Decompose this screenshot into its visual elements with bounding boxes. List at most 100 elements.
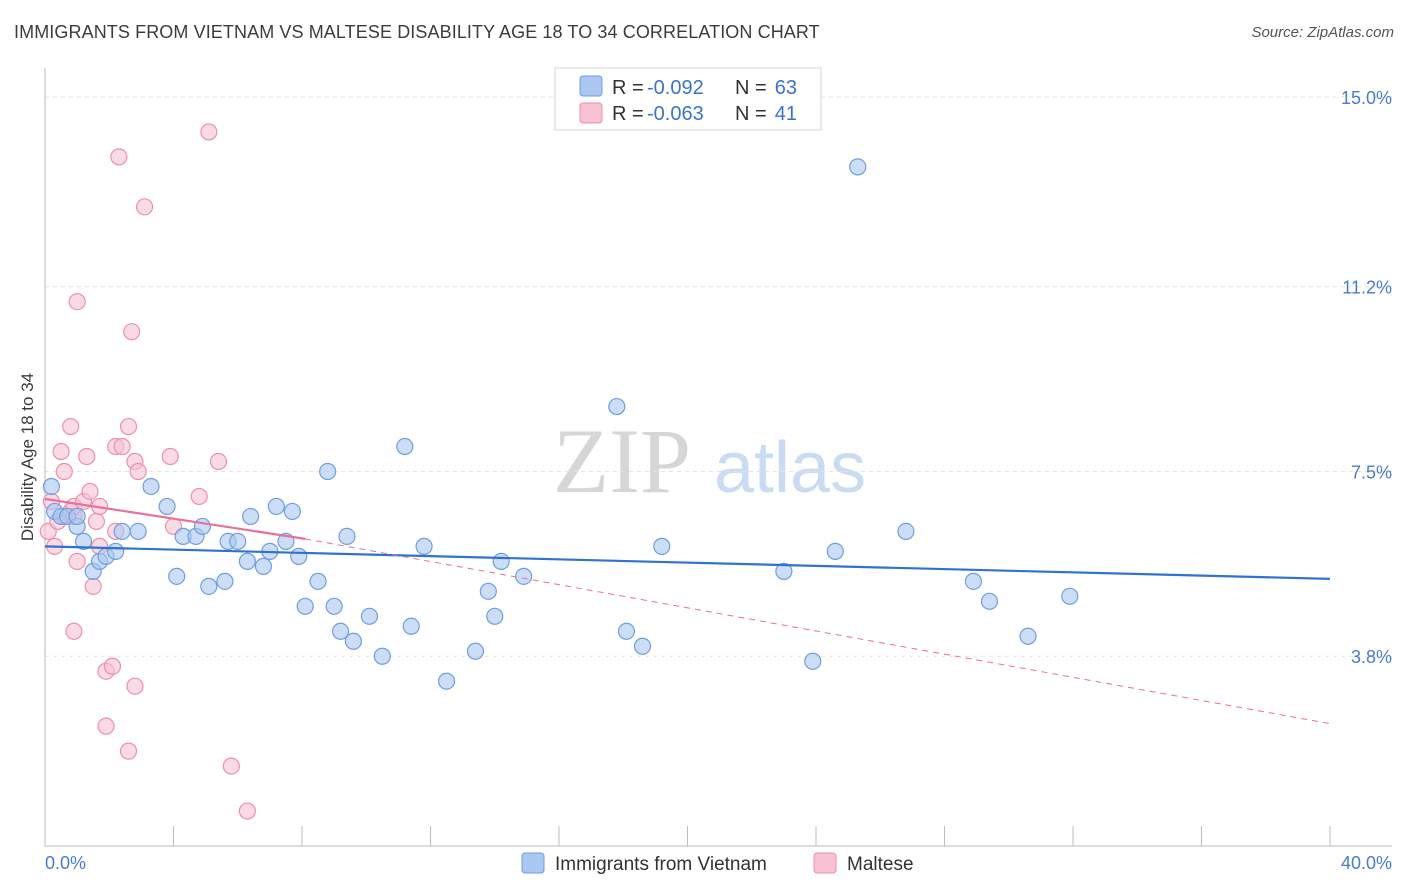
y-tick-label: 11.2% [1342, 278, 1392, 298]
vietnam-point [238, 552, 256, 570]
x-tick-label-min: 0.0% [45, 853, 86, 873]
vietnam-point [290, 547, 308, 565]
trend-line-maltese-dashed [305, 538, 1331, 725]
maltese-point [68, 552, 86, 570]
maltese-point [81, 482, 99, 501]
maltese-point [135, 198, 154, 216]
stats-legend: R = -0.092 N = 63 R = -0.063 N = 41 [554, 67, 822, 131]
vietnam-point [129, 522, 147, 541]
bottom-legend-label-vietnam: Immigrants from Vietnam [555, 854, 767, 875]
vietnam-point [254, 557, 273, 575]
legend-n-label-vietnam: N = [735, 77, 767, 99]
series-legend: Immigrants from Vietnam Maltese [521, 852, 914, 875]
maltese-point [209, 452, 228, 471]
maltese-point [200, 123, 218, 141]
maltese-point [161, 447, 179, 466]
maltese-point [68, 293, 86, 311]
y-axis-label: Disability Age 18 to 34 [18, 373, 37, 541]
maltese-point [97, 717, 115, 735]
legend-n-value-vietnam: 63 [775, 77, 797, 99]
gridlines [45, 96, 1392, 657]
bottom-legend-label-maltese: Maltese [847, 854, 914, 875]
vietnam-point [200, 577, 218, 595]
vietnam-point [267, 497, 285, 516]
y-tick-label: 3.8% [1351, 647, 1392, 667]
vietnam-point [486, 607, 504, 625]
vietnam-point [515, 567, 533, 585]
maltese-point [129, 462, 147, 481]
y-tick-label: 7.5% [1351, 462, 1392, 482]
vietnam-point [826, 542, 844, 560]
maltese-point [222, 757, 240, 775]
maltese-point [52, 442, 70, 461]
trend-line-vietnam [44, 545, 1331, 580]
bottom-legend-swatch-vietnam [521, 852, 545, 874]
vietnam-point [849, 158, 867, 176]
vietnam-point [492, 552, 510, 570]
vietnam-point [42, 477, 61, 496]
vietnam-point [338, 527, 356, 546]
vietnam-point [964, 572, 983, 590]
vietnam-point [158, 497, 176, 516]
maltese-point [119, 742, 138, 760]
vietnam-point [653, 537, 671, 555]
vietnam-point [325, 597, 343, 615]
vietnam-points [42, 158, 1079, 690]
vietnam-point [168, 567, 186, 585]
watermark-zip: ZIP [553, 410, 691, 512]
vietnam-point [608, 397, 626, 416]
maltese-point [119, 417, 138, 436]
maltese-point [84, 577, 102, 595]
vietnam-point [980, 592, 999, 610]
watermark-atlas: atlas [714, 428, 866, 508]
vietnam-point [633, 637, 652, 655]
vietnam-point [319, 462, 337, 481]
vietnam-point [415, 537, 433, 555]
maltese-point [190, 487, 208, 506]
legend-r-value-vietnam: -0.092 [647, 77, 704, 99]
maltese-point [110, 148, 128, 166]
legend-r-label-maltese: R = [612, 103, 644, 125]
vietnam-point [331, 622, 350, 640]
legend-n-value-maltese: 41 [775, 103, 797, 125]
vietnam-point [479, 582, 497, 600]
maltese-point [238, 802, 256, 820]
vietnam-point [396, 437, 414, 456]
vietnam-point [1061, 587, 1079, 605]
vietnam-point [283, 502, 301, 521]
maltese-point [126, 677, 144, 695]
legend-r-value-maltese: -0.063 [647, 103, 704, 125]
maltese-point [65, 622, 83, 640]
vietnam-point [242, 507, 260, 526]
maltese-point [113, 437, 131, 456]
vietnam-point [296, 597, 314, 615]
legend-swatch-maltese [579, 102, 603, 124]
legend-n-label-maltese: N = [735, 103, 767, 125]
vietnam-point [68, 507, 86, 526]
maltese-point [55, 462, 73, 481]
maltese-point [78, 447, 96, 466]
y-tick-label: 15.0% [1341, 88, 1392, 108]
vietnam-point [775, 562, 793, 580]
vietnam-point [373, 647, 391, 665]
vietnam-point [229, 532, 247, 550]
vietnam-point [402, 617, 420, 635]
source-label: Source: ZipAtlas.com [1251, 24, 1394, 41]
vietnam-point [107, 542, 125, 560]
maltese-point [103, 657, 122, 675]
vietnam-point [74, 532, 93, 550]
vietnam-point [804, 652, 822, 670]
maltese-point [87, 512, 106, 531]
vietnam-point [1019, 627, 1037, 645]
maltese-point [123, 323, 141, 341]
maltese-point [62, 417, 80, 436]
vietnam-point [360, 607, 379, 625]
vietnam-point [437, 672, 456, 690]
legend-r-label-vietnam: R = [612, 77, 644, 99]
trend-lines [44, 497, 1331, 725]
bottom-legend-swatch-maltese [813, 852, 837, 874]
trend-line-maltese-solid [44, 497, 306, 540]
vietnam-point [216, 572, 234, 590]
x-tick-label-max: 40.0% [1341, 853, 1392, 873]
